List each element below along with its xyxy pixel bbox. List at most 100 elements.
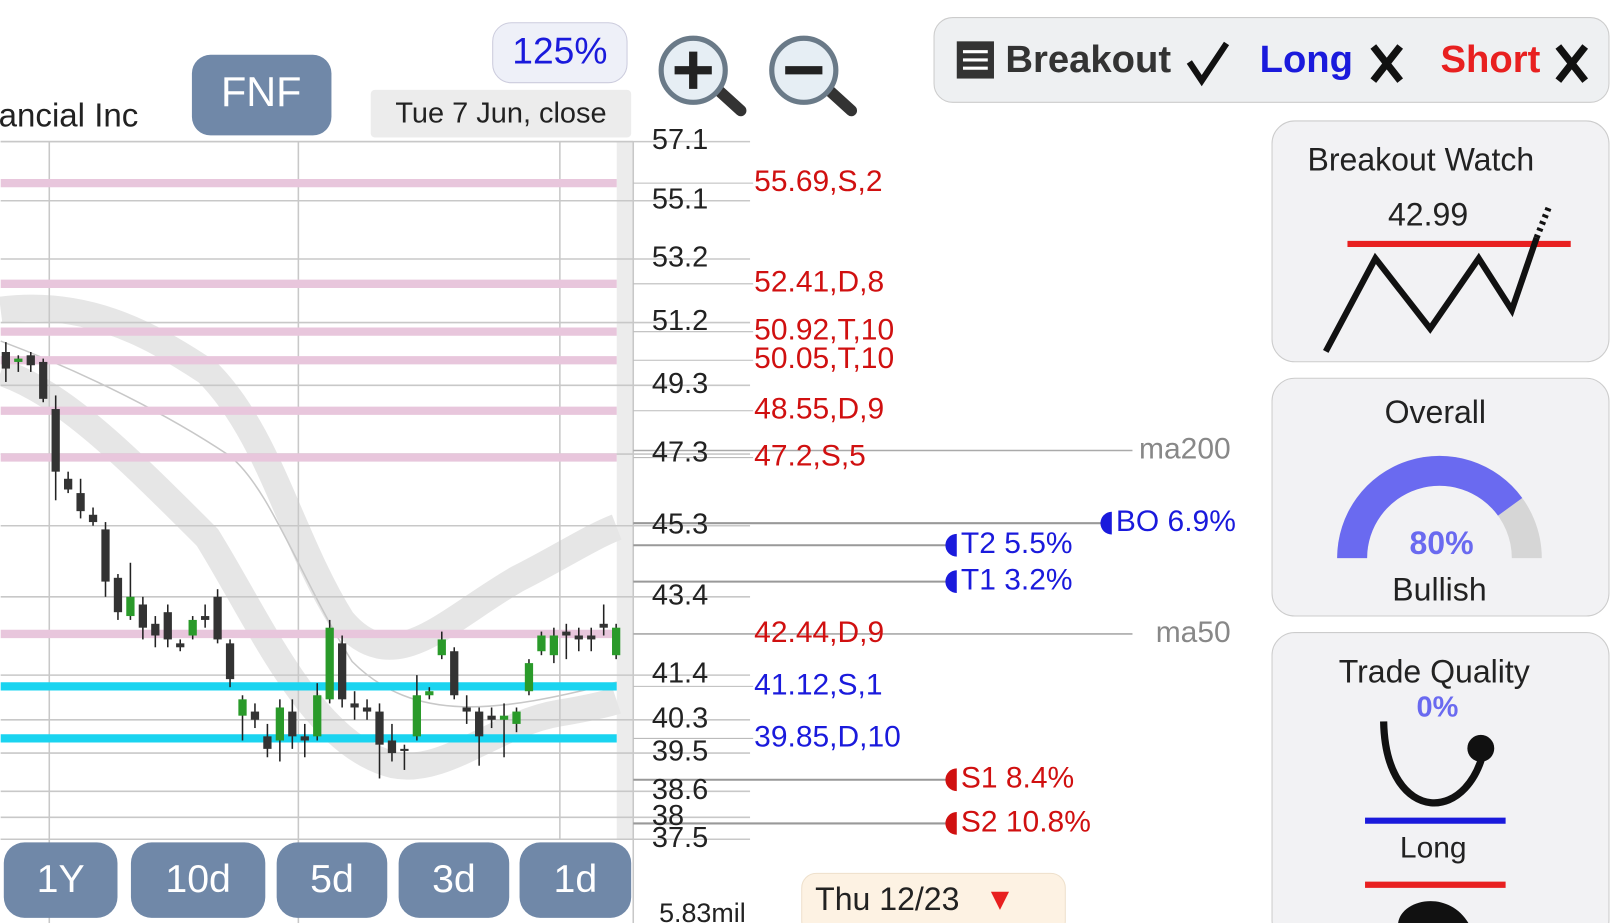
period-label[interactable]: 1d: [554, 857, 598, 901]
level-label: 47.2,S,5: [754, 439, 866, 472]
direction: Long: [1400, 832, 1467, 865]
candle-body: [524, 663, 534, 692]
menu-icon[interactable]: [956, 41, 994, 79]
event-date[interactable]: Thu 12/23: [815, 881, 959, 917]
period-button[interactable]: [276, 842, 388, 918]
zigzag-icon: [1323, 236, 1540, 353]
candle-body: [64, 478, 73, 490]
gauge-value: 80%: [1409, 525, 1473, 561]
menu-icon-lines[interactable]: [962, 50, 988, 70]
zoom-handle[interactable]: [821, 83, 858, 117]
candle-body: [313, 695, 322, 737]
ma-band: [0, 359, 621, 780]
candle-body: [325, 627, 334, 700]
candle-body: [250, 711, 260, 720]
y-tick-label: 45.3: [652, 508, 708, 540]
y-tick-label: 38: [652, 800, 684, 832]
candle-body: [362, 707, 372, 712]
cup-icon: [1380, 721, 1490, 807]
y-tick-label: 39.5: [652, 736, 708, 768]
candle-body: [462, 707, 471, 712]
target-marker: [945, 533, 957, 557]
period-button[interactable]: [130, 842, 266, 918]
breakout-status: Breakout: [1005, 38, 1171, 81]
cap-icon: [1398, 901, 1469, 923]
period-button[interactable]: [398, 842, 510, 918]
candle-body: [225, 643, 235, 680]
candle-body: [537, 635, 546, 652]
event-bg[interactable]: [801, 872, 1066, 923]
candle-body: [288, 711, 297, 737]
level-layer: [0, 178, 1133, 825]
symbol-bg[interactable]: [191, 54, 332, 136]
company-name: ancial Inc: [0, 98, 138, 135]
y-tick-label: 57.1: [652, 124, 708, 156]
y-tick-label: 51.2: [652, 305, 708, 337]
candle-body: [213, 596, 222, 640]
gauge: [1337, 455, 1542, 559]
period-button[interactable]: [3, 842, 118, 918]
level-label: 41.12,S,1: [754, 668, 882, 701]
candle-body: [562, 631, 571, 636]
candle-body: [587, 635, 596, 640]
candle-body: [475, 711, 484, 737]
candle-body: [101, 529, 110, 582]
candle-body: [201, 616, 210, 620]
zoom-in[interactable]: [658, 35, 747, 117]
period-label[interactable]: 5d: [310, 857, 354, 901]
period-button[interactable]: [519, 842, 632, 918]
zoom-handle[interactable]: [711, 83, 747, 117]
cup-dot: [1467, 734, 1495, 762]
period-label[interactable]: 10d: [165, 857, 231, 901]
candle-body: [338, 643, 347, 700]
period-label[interactable]: 3d: [432, 857, 476, 901]
target-label: S1 8.4%: [961, 762, 1074, 795]
level-label: 42.44,D,9: [754, 616, 884, 649]
period-label[interactable]: 1Y: [37, 857, 85, 901]
long-status: Long: [1260, 38, 1353, 81]
candle-body: [574, 635, 583, 640]
candle-body: [450, 651, 459, 696]
candle-body: [26, 355, 35, 366]
event-marker[interactable]: ▼: [985, 881, 1016, 916]
level-label: 39.85,D,10: [754, 720, 901, 753]
candle-body: [88, 514, 98, 523]
target-marker: [945, 768, 957, 792]
target-label: S2 10.8%: [961, 805, 1091, 838]
y-tick-label: 47.3: [652, 437, 708, 469]
cross-icon: [1555, 44, 1589, 83]
period-buttons: 1Y 10d 5d 3d 1d: [3, 842, 632, 918]
candle-body: [76, 493, 85, 512]
candle-body: [350, 703, 359, 708]
zoom-plus[interactable]: [674, 51, 712, 89]
target-marker: [945, 812, 957, 835]
target-marker: [945, 570, 957, 593]
breakout-price: 42.99: [1388, 197, 1468, 233]
zoom-bg[interactable]: [492, 22, 628, 84]
y-tick-label: 43.4: [652, 579, 708, 611]
candle-body: [512, 711, 521, 724]
label-layer: 57.1 55.1 53.2 51.2 49.3 47.3 45.3 43.4 41.4 40.3…: [652, 124, 1236, 854]
target-marker: [1100, 511, 1112, 535]
candle-body: [599, 623, 608, 628]
zoom-level[interactable]: 125%: [512, 30, 607, 72]
ma-label: ma200: [1139, 432, 1231, 465]
chart-edge: [616, 141, 634, 840]
symbol-button[interactable]: FNF: [191, 54, 332, 136]
candle-body: [412, 695, 422, 737]
y-tick-label: 38.6: [652, 774, 708, 806]
candle-body: [163, 612, 172, 640]
level-label: 50.92,T,10: [754, 314, 894, 347]
candle-body: [188, 619, 197, 636]
level-label: 52.41,D,8: [754, 266, 884, 299]
y-tick-label: 53.2: [652, 242, 708, 274]
zoom-out[interactable]: [769, 35, 858, 117]
date-bg: [370, 89, 632, 138]
candle-body: [487, 715, 496, 720]
candle-body: [126, 596, 135, 617]
symbol[interactable]: FNF: [221, 69, 301, 115]
candle-body: [151, 623, 160, 636]
panel-title: Overall: [1385, 394, 1486, 430]
candle-body: [14, 358, 23, 362]
candle-body: [437, 639, 446, 656]
